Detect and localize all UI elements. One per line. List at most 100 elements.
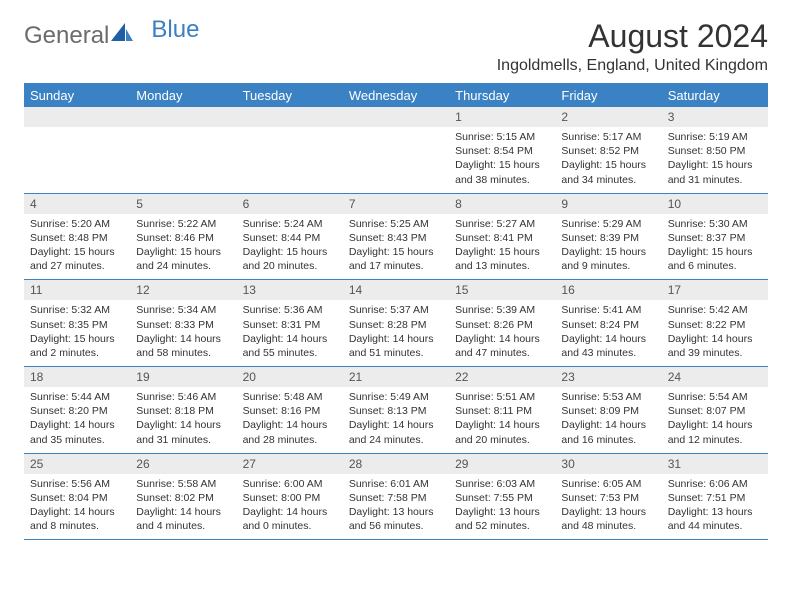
calendar-row: 25Sunrise: 5:56 AMSunset: 8:04 PMDayligh… xyxy=(24,453,768,540)
day-details: Sunrise: 5:44 AMSunset: 8:20 PMDaylight:… xyxy=(24,387,130,453)
day-number: 17 xyxy=(662,280,768,300)
day-cell-27: 27Sunrise: 6:00 AMSunset: 8:00 PMDayligh… xyxy=(237,453,343,540)
page-header: General Blue August 2024 Ingoldmells, En… xyxy=(24,18,768,75)
day-cell-5: 5Sunrise: 5:22 AMSunset: 8:46 PMDaylight… xyxy=(130,193,236,280)
day-cell-31: 31Sunrise: 6:06 AMSunset: 7:51 PMDayligh… xyxy=(662,453,768,540)
day-details: Sunrise: 5:17 AMSunset: 8:52 PMDaylight:… xyxy=(555,127,661,193)
calendar-row: 4Sunrise: 5:20 AMSunset: 8:48 PMDaylight… xyxy=(24,193,768,280)
day-details: Sunrise: 5:27 AMSunset: 8:41 PMDaylight:… xyxy=(449,214,555,280)
day-cell-4: 4Sunrise: 5:20 AMSunset: 8:48 PMDaylight… xyxy=(24,193,130,280)
day-number: 19 xyxy=(130,367,236,387)
day-cell-23: 23Sunrise: 5:53 AMSunset: 8:09 PMDayligh… xyxy=(555,367,661,454)
day-cell-24: 24Sunrise: 5:54 AMSunset: 8:07 PMDayligh… xyxy=(662,367,768,454)
calendar-row: 18Sunrise: 5:44 AMSunset: 8:20 PMDayligh… xyxy=(24,367,768,454)
day-number: 13 xyxy=(237,280,343,300)
day-number: 15 xyxy=(449,280,555,300)
weekday-sunday: Sunday xyxy=(24,84,130,108)
header-right: August 2024 Ingoldmells, England, United… xyxy=(497,18,768,75)
day-number: 16 xyxy=(555,280,661,300)
day-details: Sunrise: 5:15 AMSunset: 8:54 PMDaylight:… xyxy=(449,127,555,193)
day-number: 20 xyxy=(237,367,343,387)
day-details: Sunrise: 5:29 AMSunset: 8:39 PMDaylight:… xyxy=(555,214,661,280)
brand-part2: Blue xyxy=(151,16,199,44)
day-cell-22: 22Sunrise: 5:51 AMSunset: 8:11 PMDayligh… xyxy=(449,367,555,454)
day-number: 28 xyxy=(343,454,449,474)
day-details: Sunrise: 5:22 AMSunset: 8:46 PMDaylight:… xyxy=(130,214,236,280)
day-number: 25 xyxy=(24,454,130,474)
day-details: Sunrise: 5:41 AMSunset: 8:24 PMDaylight:… xyxy=(555,300,661,366)
day-details: Sunrise: 6:03 AMSunset: 7:55 PMDaylight:… xyxy=(449,474,555,540)
weekday-monday: Monday xyxy=(130,84,236,108)
empty-cell xyxy=(343,107,449,193)
location-text: Ingoldmells, England, United Kingdom xyxy=(497,57,768,75)
day-cell-1: 1Sunrise: 5:15 AMSunset: 8:54 PMDaylight… xyxy=(449,107,555,193)
weekday-saturday: Saturday xyxy=(662,84,768,108)
day-number: 30 xyxy=(555,454,661,474)
empty-cell xyxy=(237,107,343,193)
calendar-body: 1Sunrise: 5:15 AMSunset: 8:54 PMDaylight… xyxy=(24,107,768,540)
day-cell-12: 12Sunrise: 5:34 AMSunset: 8:33 PMDayligh… xyxy=(130,280,236,367)
calendar-table: SundayMondayTuesdayWednesdayThursdayFrid… xyxy=(24,83,768,540)
day-number: 5 xyxy=(130,194,236,214)
day-cell-16: 16Sunrise: 5:41 AMSunset: 8:24 PMDayligh… xyxy=(555,280,661,367)
day-cell-13: 13Sunrise: 5:36 AMSunset: 8:31 PMDayligh… xyxy=(237,280,343,367)
day-number: 2 xyxy=(555,107,661,127)
day-number: 22 xyxy=(449,367,555,387)
day-cell-19: 19Sunrise: 5:46 AMSunset: 8:18 PMDayligh… xyxy=(130,367,236,454)
day-details: Sunrise: 5:30 AMSunset: 8:37 PMDaylight:… xyxy=(662,214,768,280)
sail-icon xyxy=(111,22,133,50)
day-details: Sunrise: 6:05 AMSunset: 7:53 PMDaylight:… xyxy=(555,474,661,540)
brand-logo: General Blue xyxy=(24,18,199,50)
day-number: 14 xyxy=(343,280,449,300)
day-details: Sunrise: 6:06 AMSunset: 7:51 PMDaylight:… xyxy=(662,474,768,540)
day-details: Sunrise: 5:32 AMSunset: 8:35 PMDaylight:… xyxy=(24,300,130,366)
day-cell-7: 7Sunrise: 5:25 AMSunset: 8:43 PMDaylight… xyxy=(343,193,449,280)
day-cell-20: 20Sunrise: 5:48 AMSunset: 8:16 PMDayligh… xyxy=(237,367,343,454)
day-number: 31 xyxy=(662,454,768,474)
day-cell-26: 26Sunrise: 5:58 AMSunset: 8:02 PMDayligh… xyxy=(130,453,236,540)
day-cell-21: 21Sunrise: 5:49 AMSunset: 8:13 PMDayligh… xyxy=(343,367,449,454)
weekday-tuesday: Tuesday xyxy=(237,84,343,108)
day-number: 23 xyxy=(555,367,661,387)
day-details: Sunrise: 5:53 AMSunset: 8:09 PMDaylight:… xyxy=(555,387,661,453)
day-details: Sunrise: 5:56 AMSunset: 8:04 PMDaylight:… xyxy=(24,474,130,540)
day-details: Sunrise: 6:00 AMSunset: 8:00 PMDaylight:… xyxy=(237,474,343,540)
calendar-row: 11Sunrise: 5:32 AMSunset: 8:35 PMDayligh… xyxy=(24,280,768,367)
day-details: Sunrise: 5:54 AMSunset: 8:07 PMDaylight:… xyxy=(662,387,768,453)
day-details: Sunrise: 5:24 AMSunset: 8:44 PMDaylight:… xyxy=(237,214,343,280)
empty-cell xyxy=(24,107,130,193)
day-number: 1 xyxy=(449,107,555,127)
day-details: Sunrise: 5:19 AMSunset: 8:50 PMDaylight:… xyxy=(662,127,768,193)
day-number: 3 xyxy=(662,107,768,127)
day-details: Sunrise: 6:01 AMSunset: 7:58 PMDaylight:… xyxy=(343,474,449,540)
day-number: 11 xyxy=(24,280,130,300)
day-cell-2: 2Sunrise: 5:17 AMSunset: 8:52 PMDaylight… xyxy=(555,107,661,193)
day-cell-9: 9Sunrise: 5:29 AMSunset: 8:39 PMDaylight… xyxy=(555,193,661,280)
day-details: Sunrise: 5:48 AMSunset: 8:16 PMDaylight:… xyxy=(237,387,343,453)
day-number: 7 xyxy=(343,194,449,214)
day-cell-3: 3Sunrise: 5:19 AMSunset: 8:50 PMDaylight… xyxy=(662,107,768,193)
day-details: Sunrise: 5:25 AMSunset: 8:43 PMDaylight:… xyxy=(343,214,449,280)
day-number: 27 xyxy=(237,454,343,474)
day-number: 9 xyxy=(555,194,661,214)
day-number: 10 xyxy=(662,194,768,214)
day-details: Sunrise: 5:20 AMSunset: 8:48 PMDaylight:… xyxy=(24,214,130,280)
day-details: Sunrise: 5:42 AMSunset: 8:22 PMDaylight:… xyxy=(662,300,768,366)
day-number: 8 xyxy=(449,194,555,214)
weekday-wednesday: Wednesday xyxy=(343,84,449,108)
day-number: 29 xyxy=(449,454,555,474)
day-cell-15: 15Sunrise: 5:39 AMSunset: 8:26 PMDayligh… xyxy=(449,280,555,367)
day-cell-28: 28Sunrise: 6:01 AMSunset: 7:58 PMDayligh… xyxy=(343,453,449,540)
day-cell-29: 29Sunrise: 6:03 AMSunset: 7:55 PMDayligh… xyxy=(449,453,555,540)
calendar-row: 1Sunrise: 5:15 AMSunset: 8:54 PMDaylight… xyxy=(24,107,768,193)
day-details: Sunrise: 5:39 AMSunset: 8:26 PMDaylight:… xyxy=(449,300,555,366)
brand-part1: General xyxy=(24,22,109,50)
day-cell-25: 25Sunrise: 5:56 AMSunset: 8:04 PMDayligh… xyxy=(24,453,130,540)
day-number: 26 xyxy=(130,454,236,474)
day-number: 12 xyxy=(130,280,236,300)
day-details: Sunrise: 5:46 AMSunset: 8:18 PMDaylight:… xyxy=(130,387,236,453)
month-title: August 2024 xyxy=(497,18,768,55)
day-cell-11: 11Sunrise: 5:32 AMSunset: 8:35 PMDayligh… xyxy=(24,280,130,367)
day-number: 6 xyxy=(237,194,343,214)
day-cell-10: 10Sunrise: 5:30 AMSunset: 8:37 PMDayligh… xyxy=(662,193,768,280)
